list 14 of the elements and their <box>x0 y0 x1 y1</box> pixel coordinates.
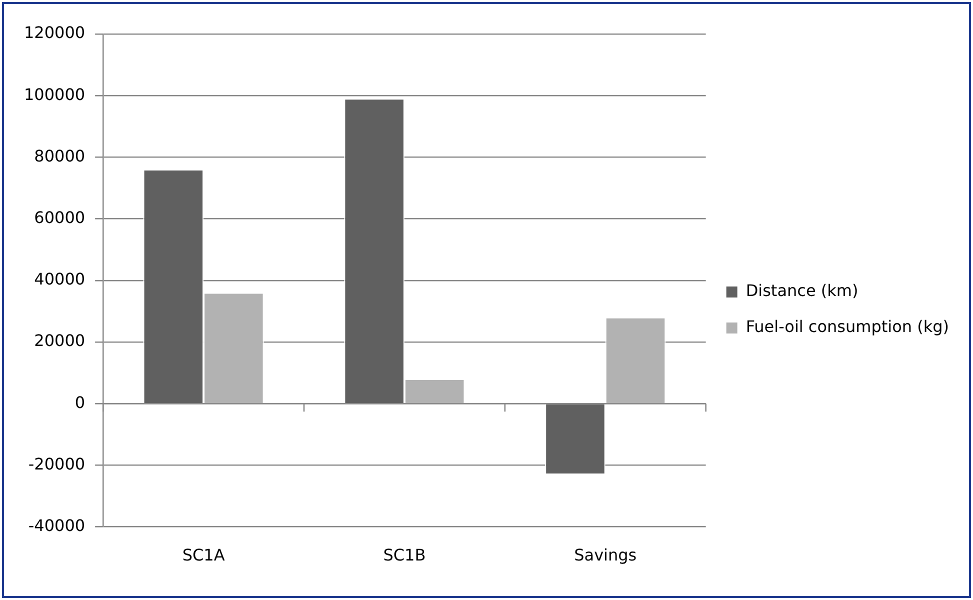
legend-label: Distance (km) <box>746 281 858 300</box>
y-tick-label: 100000 <box>24 84 86 104</box>
y-tick-label: 0 <box>74 392 86 412</box>
x-tick-label: Savings <box>574 546 637 565</box>
y-tick-label: 120000 <box>24 23 86 42</box>
x-tick-label: SC1A <box>182 546 225 565</box>
y-tick-label: 60000 <box>34 208 86 227</box>
y-tick-label: 40000 <box>34 270 86 289</box>
x-tick-label: SC1B <box>383 546 426 565</box>
y-tick-label: -20000 <box>28 454 86 474</box>
y-tick-label: 20000 <box>34 331 86 350</box>
y-tick-label: 80000 <box>34 146 86 166</box>
y-tick-label: -40000 <box>28 516 86 535</box>
legend-label: Fuel-oil consumption (kg) <box>746 317 950 336</box>
